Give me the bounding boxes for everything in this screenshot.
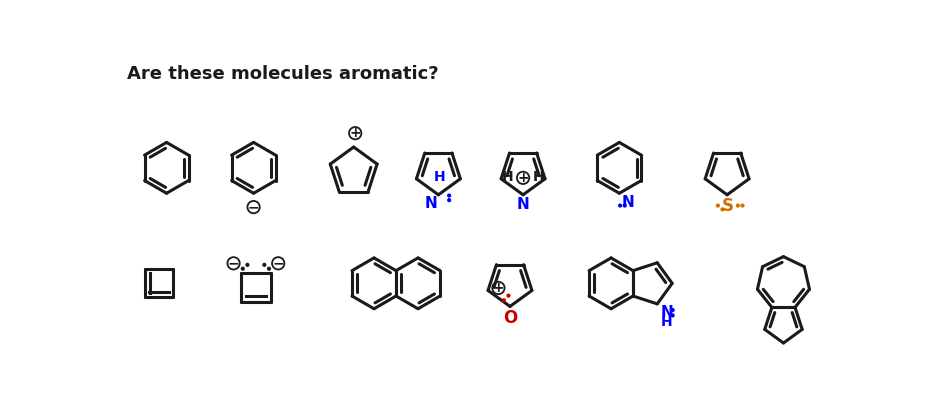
Text: S: S: [722, 197, 733, 215]
Text: N: N: [516, 197, 529, 212]
Circle shape: [624, 204, 626, 207]
Circle shape: [619, 204, 622, 207]
Circle shape: [736, 204, 739, 207]
Circle shape: [267, 267, 270, 270]
Text: H: H: [433, 170, 445, 184]
Circle shape: [721, 208, 724, 211]
Circle shape: [263, 263, 266, 266]
Text: −: −: [248, 200, 259, 214]
Text: O: O: [503, 309, 517, 327]
Circle shape: [246, 263, 249, 266]
Circle shape: [671, 309, 674, 311]
Circle shape: [502, 299, 505, 302]
Text: +: +: [350, 126, 361, 140]
Text: +: +: [517, 171, 528, 185]
Text: N: N: [622, 195, 635, 210]
Circle shape: [507, 294, 510, 297]
Circle shape: [241, 267, 244, 270]
Text: −: −: [227, 256, 240, 270]
Circle shape: [741, 204, 744, 207]
Text: Are these molecules aromatic?: Are these molecules aromatic?: [127, 65, 438, 83]
Text: H: H: [661, 315, 672, 329]
Text: −: −: [272, 256, 284, 270]
Circle shape: [717, 204, 720, 207]
Text: N: N: [425, 196, 438, 211]
Text: +: +: [493, 281, 504, 295]
Circle shape: [447, 194, 450, 197]
Text: H: H: [533, 170, 544, 184]
Text: N: N: [661, 305, 673, 320]
Circle shape: [671, 314, 674, 317]
Circle shape: [447, 199, 450, 202]
Text: H: H: [501, 170, 514, 184]
